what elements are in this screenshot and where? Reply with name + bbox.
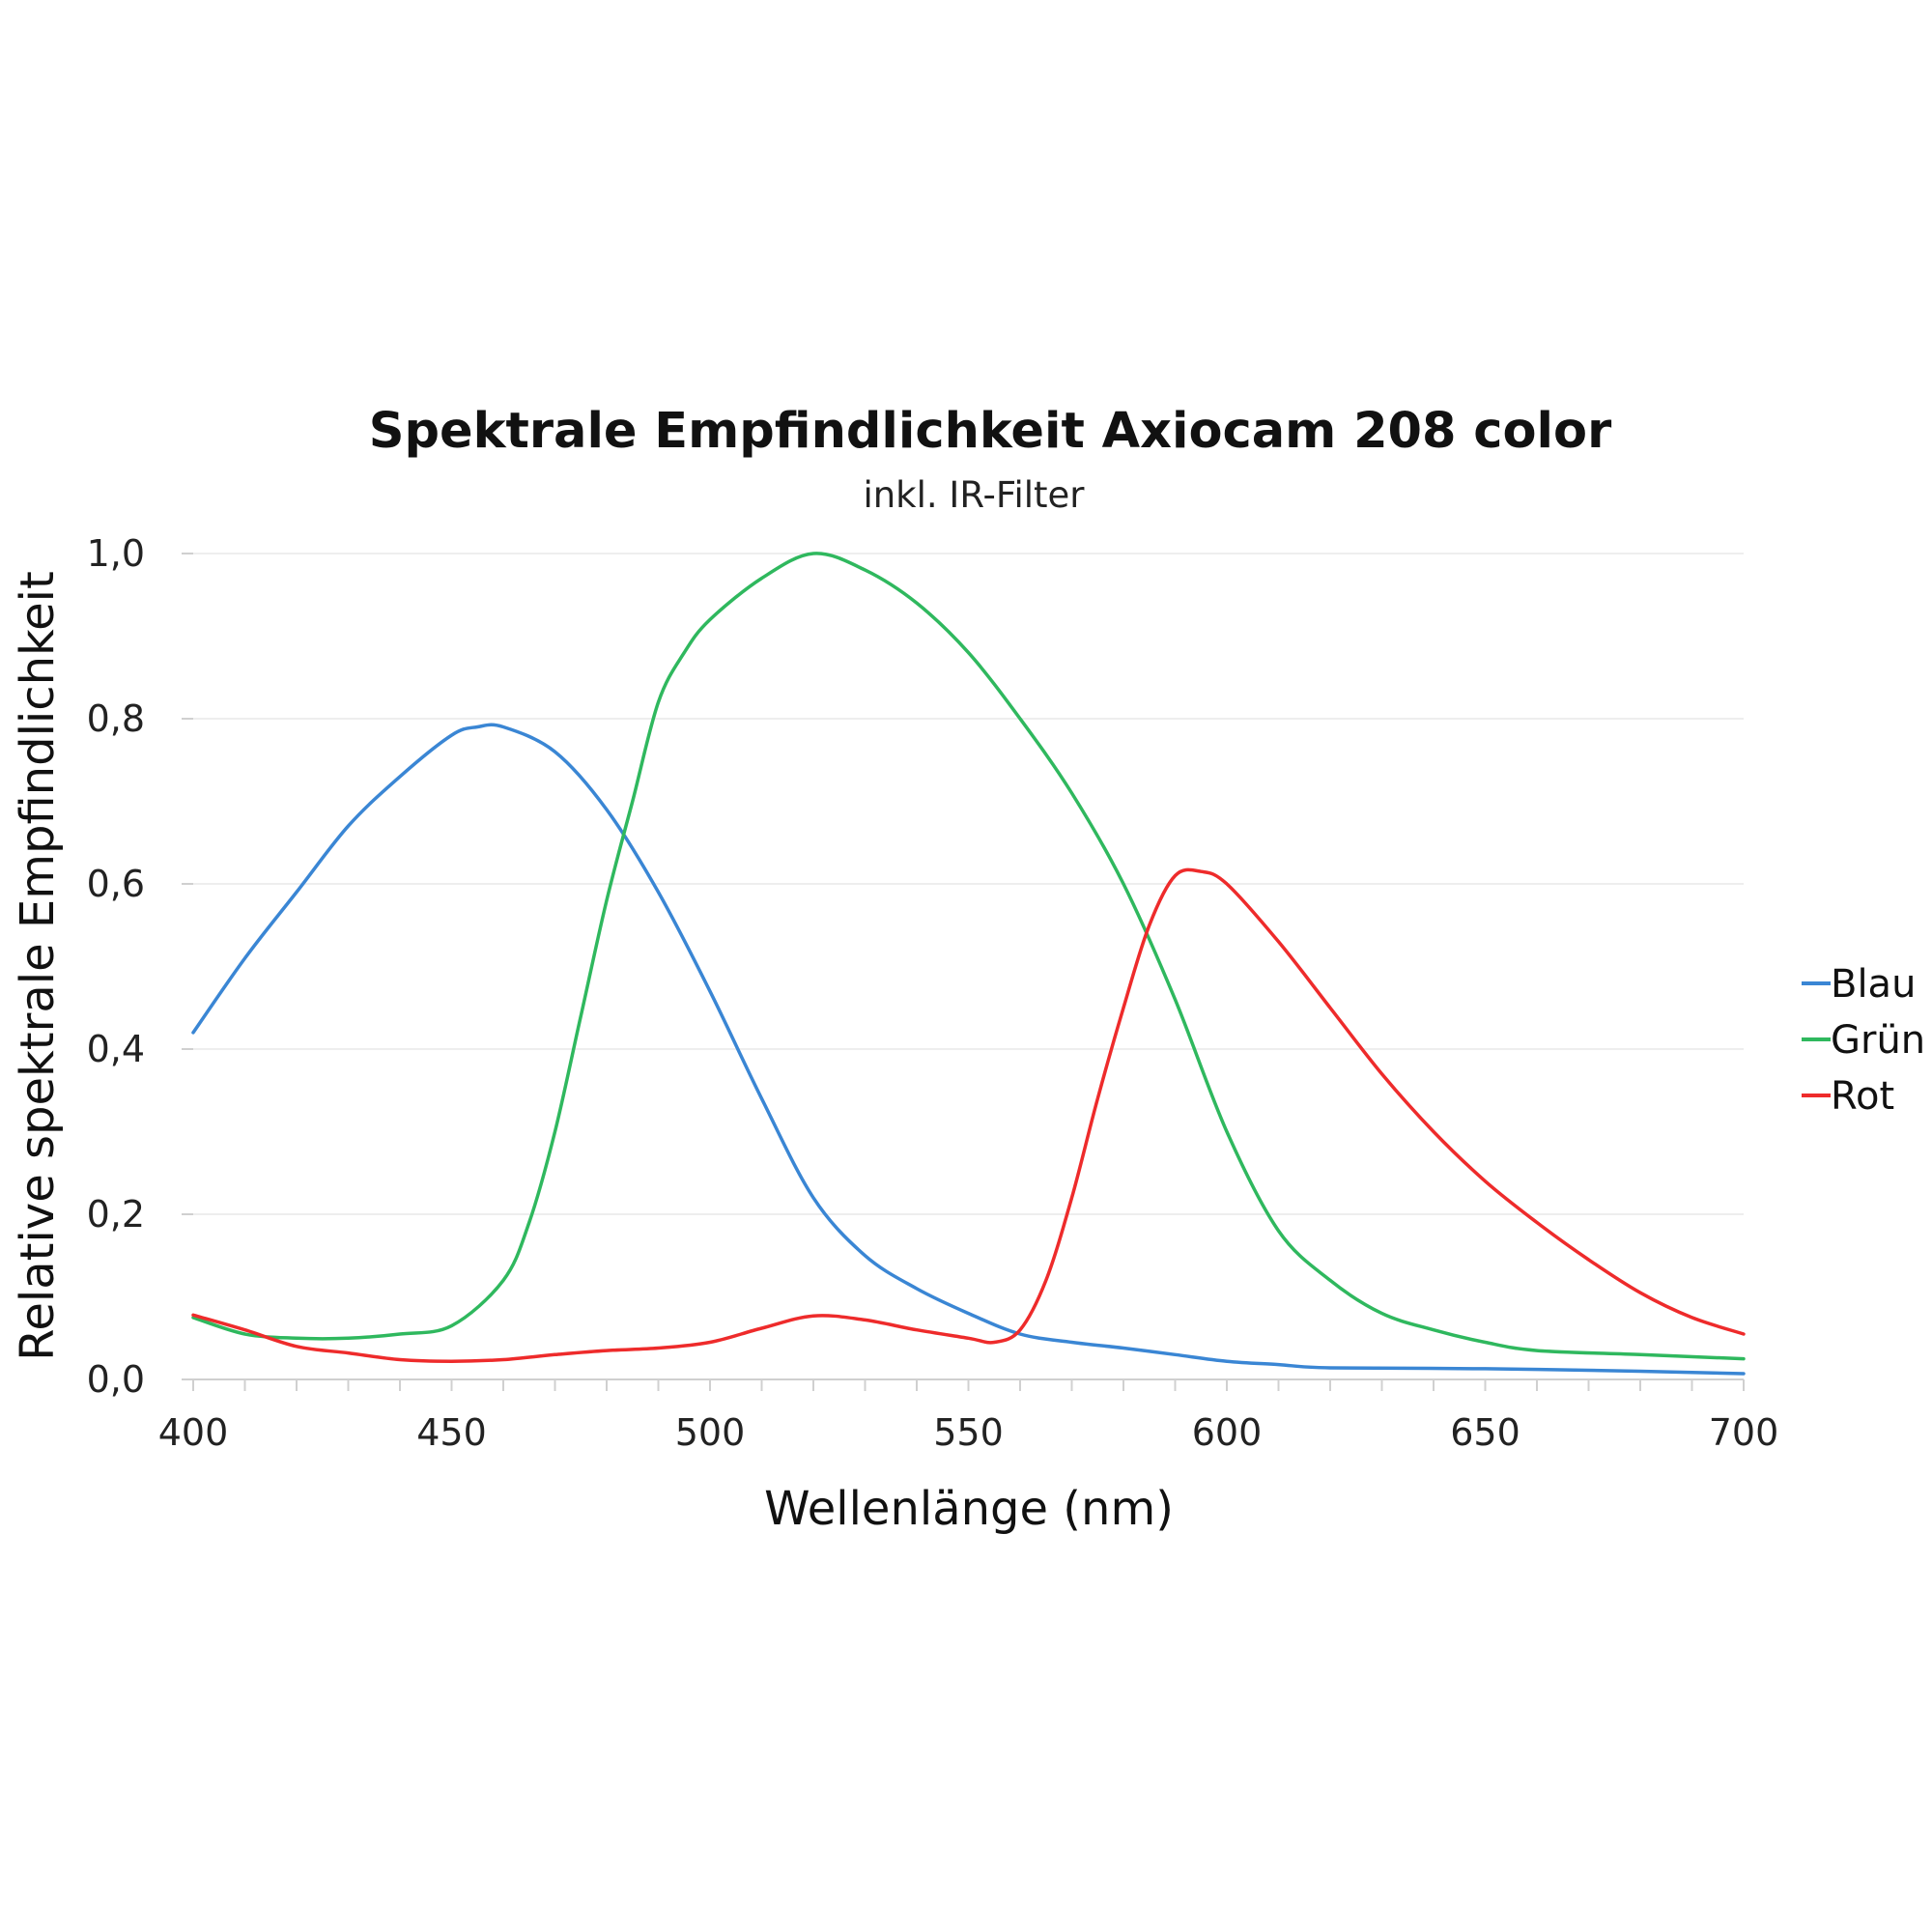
gridlines — [193, 553, 1744, 1215]
legend-label: Rot — [1831, 1074, 1894, 1119]
x-tick-label: 700 — [1709, 1411, 1779, 1454]
chart-subtitle: inkl. IR-Filter — [863, 474, 1085, 516]
y-tick-label: 0,0 — [87, 1358, 145, 1401]
y-tick-label: 0,4 — [87, 1028, 145, 1070]
x-tick-label: 600 — [1192, 1411, 1263, 1454]
x-tick-label: 550 — [933, 1411, 1004, 1454]
x-axis-ticks: 400 450 500 550 600 650 700 — [158, 1379, 1779, 1454]
series-line-rot — [191, 867, 1746, 1363]
y-axis-ticks: 0,0 0,2 0,4 0,6 0,8 1,0 — [87, 532, 193, 1401]
x-tick-label: 500 — [675, 1411, 746, 1454]
legend-label: Blau — [1831, 962, 1916, 1007]
y-tick-label: 0,8 — [87, 697, 145, 740]
x-tick-label: 450 — [416, 1411, 487, 1454]
x-tick-label: 650 — [1450, 1411, 1520, 1454]
legend: Blau Grün Rot — [1802, 962, 1925, 1119]
series-line-blau — [191, 723, 1746, 1376]
plot-series — [191, 552, 1746, 1376]
y-tick-label: 1,0 — [87, 532, 145, 575]
x-tick-label: 400 — [158, 1411, 229, 1454]
y-axis-label: Relative spektrale Empfindlichkeit — [11, 571, 65, 1361]
x-axis-label: Wellenlänge (nm) — [764, 1482, 1174, 1536]
legend-label: Grün — [1831, 1018, 1925, 1063]
chart-title: Spektrale Empfindlichkeit Axiocam 208 co… — [369, 403, 1611, 460]
y-tick-label: 0,6 — [87, 863, 145, 905]
y-tick-label: 0,2 — [87, 1193, 145, 1236]
series-line-grün — [191, 552, 1746, 1361]
